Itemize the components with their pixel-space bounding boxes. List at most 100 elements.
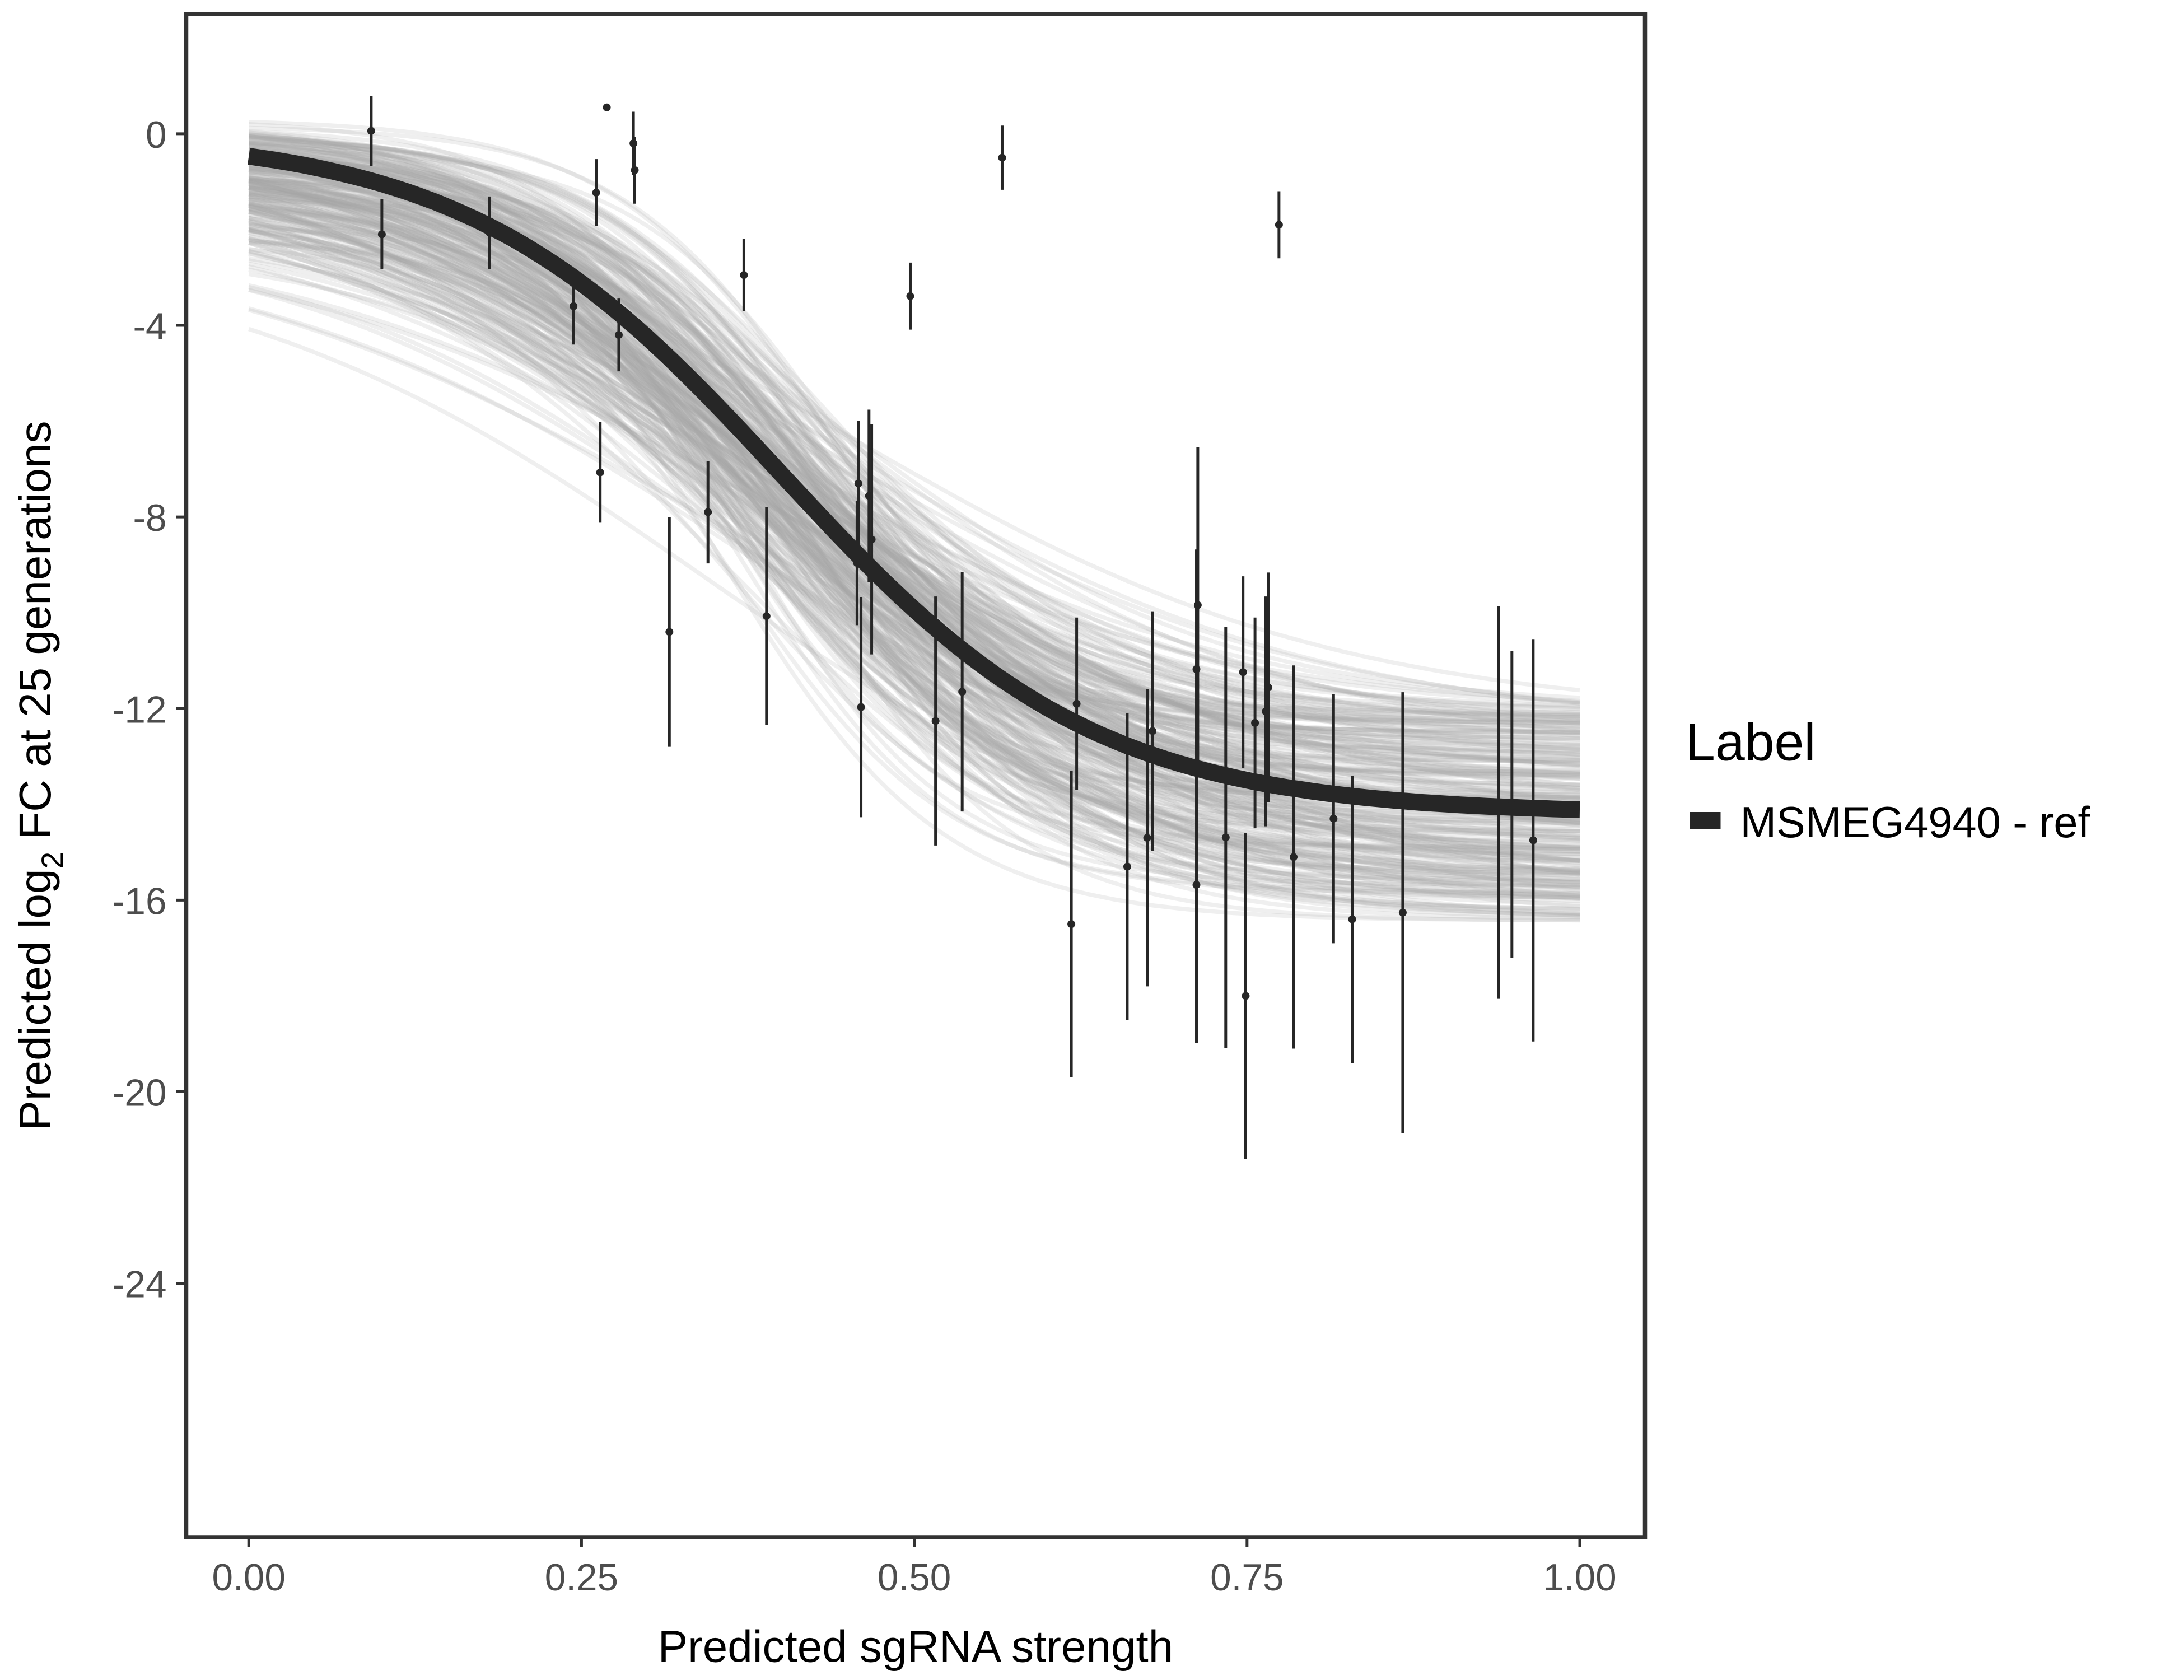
posterior-draw-line <box>248 208 1580 734</box>
data-point <box>867 535 876 544</box>
posterior-draw-line <box>248 306 1580 869</box>
posterior-draw-line <box>248 228 1580 809</box>
posterior-draw-line <box>248 194 1580 917</box>
posterior-draw-line <box>248 194 1580 776</box>
posterior-draw-line <box>249 136 1580 848</box>
posterior-draw-line <box>249 129 1580 790</box>
posterior-draw-line <box>248 179 1580 863</box>
data-point <box>592 189 600 197</box>
legend-key <box>1690 812 1721 829</box>
data-point <box>1275 221 1283 229</box>
posterior-draw-line <box>248 204 1580 885</box>
posterior-draw-line <box>248 168 1580 790</box>
posterior-draw-line <box>248 141 1580 781</box>
data-point <box>704 508 712 516</box>
data-point <box>1239 668 1247 676</box>
posterior-draw-line <box>248 182 1580 863</box>
posterior-draw-line <box>248 201 1580 795</box>
posterior-draw-line <box>248 227 1580 810</box>
posterior-draw-line <box>248 197 1580 885</box>
posterior-draw-line <box>248 213 1580 876</box>
y-axis-title: Predicted log2 FC at 25 generations <box>10 421 70 1131</box>
posterior-draw-line <box>248 165 1580 710</box>
data-point <box>857 703 865 711</box>
x-tick-label: 0.50 <box>878 1557 951 1599</box>
posterior-draw-line <box>248 132 1580 733</box>
posterior-draw-line <box>248 160 1580 833</box>
posterior-draw-line <box>248 175 1580 818</box>
data-point <box>596 468 604 477</box>
posterior-draw-line <box>248 283 1580 768</box>
posterior-draw-line <box>248 226 1580 842</box>
posterior-draw-line <box>248 216 1580 757</box>
posterior-draw-line <box>248 165 1580 817</box>
posterior-draw-line <box>248 236 1580 704</box>
posterior-draw-line <box>248 177 1580 725</box>
posterior-draw-line <box>248 221 1580 861</box>
posterior-draw-line <box>248 175 1580 753</box>
posterior-draw-line <box>248 150 1580 752</box>
data-point <box>377 230 386 239</box>
data-point <box>486 228 494 237</box>
posterior-draw-line <box>248 216 1580 911</box>
y-tick-label: -20 <box>112 1072 167 1114</box>
posterior-draw-line <box>248 326 1580 898</box>
data-point <box>958 688 967 696</box>
posterior-draw-line <box>248 264 1580 864</box>
posterior-draw-line <box>248 185 1580 837</box>
data-point <box>1242 992 1250 1000</box>
x-tick-label: 0.75 <box>1210 1557 1284 1599</box>
posterior-draw-line <box>248 184 1580 841</box>
posterior-draw-line <box>248 133 1580 725</box>
posterior-draw-line <box>248 227 1580 710</box>
data-point <box>762 612 771 620</box>
posterior-draw-line <box>248 207 1580 792</box>
data-point <box>1123 862 1131 871</box>
posterior-draw-line <box>248 201 1580 878</box>
posterior-draw-line <box>248 203 1580 791</box>
posterior-draw-line <box>248 162 1580 769</box>
data-point <box>1192 881 1201 889</box>
data-point <box>1348 915 1356 923</box>
posterior-draw-line <box>249 141 1580 774</box>
data-point <box>665 628 674 636</box>
data-point <box>570 302 578 310</box>
posterior-draw-line <box>248 130 1580 888</box>
data-point <box>1193 601 1202 609</box>
posterior-draw-line <box>248 180 1580 723</box>
posterior-draw-line <box>248 225 1580 725</box>
posterior-draw-line <box>248 181 1580 763</box>
posterior-draw-line <box>248 182 1580 896</box>
data-point <box>1221 833 1230 842</box>
data-point <box>1251 718 1259 727</box>
posterior-draw-line <box>248 177 1580 889</box>
posterior-draw-line <box>248 179 1580 833</box>
y-tick-label: -8 <box>133 497 166 539</box>
posterior-draw-line <box>248 151 1580 878</box>
posterior-draw-line <box>248 134 1580 774</box>
data-point <box>1329 814 1338 823</box>
posterior-draw-line <box>248 185 1580 885</box>
data-point <box>1067 920 1076 928</box>
data-point <box>1508 800 1516 809</box>
y-tick-label: -4 <box>133 306 166 348</box>
posterior-draw-line <box>248 192 1580 776</box>
posterior-draw-line <box>248 167 1580 922</box>
posterior-draw-line <box>248 150 1580 746</box>
legend-label: MSMEG4940 - ref <box>1740 799 2090 847</box>
posterior-draw-line <box>248 188 1580 767</box>
data-point <box>740 271 748 279</box>
posterior-draw-line <box>248 186 1580 757</box>
posterior-draw-line <box>249 179 1580 816</box>
posterior-draw-line <box>248 228 1580 745</box>
posterior-draw-line <box>249 133 1580 718</box>
posterior-draw-line <box>248 189 1580 759</box>
posterior-draw-line <box>248 160 1580 871</box>
data-point <box>603 103 611 111</box>
posterior-draw-line <box>248 141 1580 823</box>
posterior-draw-line <box>249 156 1580 773</box>
posterior-draw-line <box>248 185 1580 750</box>
posterior-draw-line <box>248 204 1580 860</box>
posterior-draw-line <box>248 189 1580 901</box>
